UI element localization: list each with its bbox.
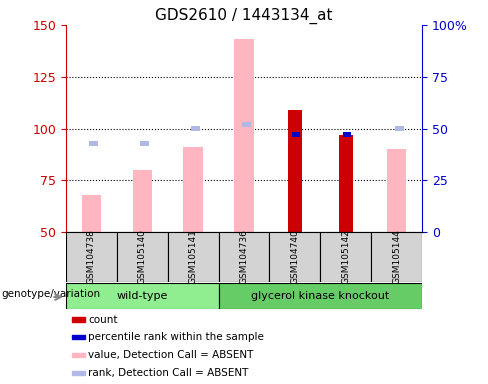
Bar <box>72 371 85 375</box>
Text: GSM104736: GSM104736 <box>240 229 248 284</box>
Bar <box>72 335 85 339</box>
Bar <box>117 232 168 282</box>
Text: percentile rank within the sample: percentile rank within the sample <box>88 332 264 342</box>
Bar <box>72 318 85 322</box>
Text: genotype/variation: genotype/variation <box>1 289 101 300</box>
Bar <box>168 232 219 282</box>
Bar <box>242 122 251 127</box>
Bar <box>66 232 117 282</box>
Bar <box>219 232 269 282</box>
Bar <box>81 195 101 232</box>
Bar <box>72 353 85 357</box>
Text: GSM105140: GSM105140 <box>138 229 147 284</box>
Bar <box>343 132 350 137</box>
Title: GDS2610 / 1443134_at: GDS2610 / 1443134_at <box>155 7 333 23</box>
Text: GSM105144: GSM105144 <box>392 229 401 284</box>
Bar <box>89 141 99 146</box>
Bar <box>387 149 407 232</box>
Text: glycerol kinase knockout: glycerol kinase knockout <box>251 291 389 301</box>
Text: GSM104740: GSM104740 <box>290 229 300 284</box>
Text: value, Detection Call = ABSENT: value, Detection Call = ABSENT <box>88 350 253 360</box>
Text: GSM105141: GSM105141 <box>188 229 198 284</box>
Bar <box>395 126 404 131</box>
Bar <box>339 135 353 232</box>
Bar <box>140 141 149 146</box>
Bar <box>288 110 302 232</box>
Bar <box>292 132 300 137</box>
Bar <box>66 283 219 309</box>
Text: rank, Detection Call = ABSENT: rank, Detection Call = ABSENT <box>88 368 248 378</box>
Bar <box>371 232 422 282</box>
Bar <box>191 126 200 131</box>
Bar <box>183 147 203 232</box>
Bar <box>234 40 254 232</box>
Bar <box>133 170 152 232</box>
Bar <box>320 232 371 282</box>
Text: wild-type: wild-type <box>117 291 168 301</box>
Text: GSM105142: GSM105142 <box>341 229 350 284</box>
Text: GSM104738: GSM104738 <box>87 229 96 284</box>
Bar <box>269 232 320 282</box>
Text: count: count <box>88 314 118 324</box>
Bar <box>219 283 422 309</box>
